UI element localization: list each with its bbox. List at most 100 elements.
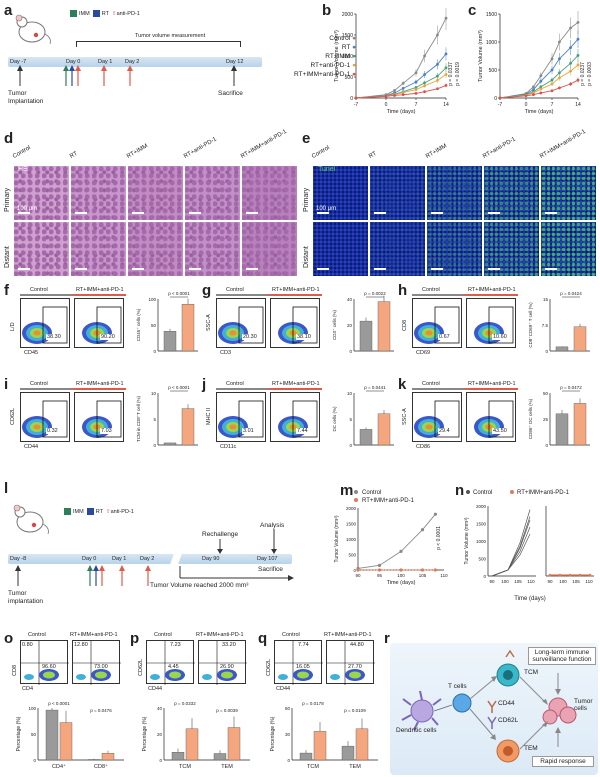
analysis-label: Analysis <box>260 522 285 529</box>
density-inner <box>43 671 55 679</box>
flow-density-plot <box>147 641 195 685</box>
data-point <box>420 568 425 572</box>
t-cell-icon <box>452 693 472 713</box>
bar <box>341 745 355 761</box>
e-group-4: RT+IMM+anti-PD-1 <box>539 128 587 160</box>
y-axis-label: Tumor Volume (mm³) <box>334 30 340 82</box>
y-axis-label: TCM in CD8⁺T cell (%) <box>136 395 141 442</box>
legend-apd1-label: anti-PD-1 <box>116 10 140 17</box>
scale-bar <box>545 268 557 270</box>
x-tick-label: 90 <box>489 579 495 584</box>
p-plot-0 <box>146 640 195 685</box>
day-a-4: Day 12 <box>226 59 244 65</box>
bar <box>213 753 227 761</box>
panel-letter-p: p <box>130 630 140 647</box>
flow-h-trt-label: RT+IMM+anti-PD-1 <box>468 287 516 293</box>
tumor-cells-icon <box>542 697 577 725</box>
x-tick-label: -7 <box>354 102 359 108</box>
d-group-3: RT+anti-PD-1 <box>183 136 218 160</box>
category-label: TCM <box>179 764 191 770</box>
data-point <box>354 96 358 100</box>
cd62l-receptor-icon <box>487 716 497 729</box>
panel-letter-k: k <box>398 376 407 393</box>
y-axis-label: Percentage (%) <box>270 716 276 751</box>
legend-b-2-dot: ● <box>352 53 356 60</box>
legend-rt-swatch <box>92 10 100 17</box>
dc-cell-icon <box>401 690 442 731</box>
y-tick-label: 60 <box>285 706 291 711</box>
y-axis-label: Percentage (%) <box>142 716 148 751</box>
y-tick-label: 0 <box>349 443 352 448</box>
e-grid-cell-0-4 <box>541 166 596 220</box>
y-tick-label: 100 <box>28 706 36 711</box>
p-value: p = 0.0022 <box>364 291 386 296</box>
d-grid-cell-1-2 <box>128 222 183 276</box>
data-point <box>568 573 572 577</box>
data-point <box>578 573 582 577</box>
flow-j-trt-label: RT+IMM+anti-PD-1 <box>272 381 320 387</box>
y-tick-label: 0 <box>545 443 548 448</box>
q-plot-0 <box>274 640 323 685</box>
flow-i-ctrl-label: Control <box>30 381 48 387</box>
timeline-a-bar <box>8 57 262 67</box>
y-tick-label: 0 <box>483 574 486 579</box>
e-grid-cell-1-3 <box>484 222 539 276</box>
o-value-a-1: 12.80 <box>74 642 88 648</box>
flow-f-group-bar <box>20 294 126 296</box>
legend-b-3-dot: ● <box>352 62 356 69</box>
flow-density-plot <box>22 306 68 344</box>
flow-density-plot <box>199 641 247 685</box>
scale-bar <box>189 212 201 214</box>
r-tcm-label: TCM <box>524 669 539 676</box>
bar-chart-j: 0 5 10 p = 0.0441 DC cells (%) <box>332 385 394 448</box>
p-x-label: CD44 <box>148 686 163 692</box>
flow-g-ctrl-label: Control <box>226 287 244 293</box>
y-tick-label: 50 <box>543 391 549 396</box>
flow-k-ctrl-label: Control <box>422 381 440 387</box>
bar-0 <box>555 413 569 446</box>
gate <box>96 400 122 438</box>
legend-b-4: RT+IMM+anti-PD-1 ● <box>272 70 356 79</box>
r-longterm-box: Long-term immune surveillance function <box>528 647 596 665</box>
density-side <box>24 674 34 680</box>
x-tick-label: 14 <box>443 102 449 108</box>
bar-1 <box>573 326 587 352</box>
data-point <box>399 568 403 572</box>
legend-rt-label: RT <box>101 10 109 17</box>
p-value: p = 0.0424 <box>560 291 582 296</box>
e-group-2: RT+IMM <box>425 143 448 160</box>
scale-bar <box>488 268 500 270</box>
r-tumor-label: Tumor cells <box>574 698 593 712</box>
scale-bar <box>75 212 87 214</box>
p-value-a-0: 7.23 <box>170 642 181 648</box>
y-axis-label: CD8⁺CD69⁺ T cell (%) <box>528 302 533 348</box>
measure-label: Tumor volume measurement <box>135 33 206 39</box>
analysis-arrow-icon <box>271 529 277 554</box>
series-line-0 <box>355 17 447 99</box>
legend-l: IMM RT ⇧anti-PD-1 <box>64 508 134 515</box>
legend-l-rt-label: RT <box>95 508 103 515</box>
density-inner <box>221 671 233 679</box>
panel-letter-j: j <box>202 376 207 393</box>
p-value-a-1: 33.20 <box>222 642 236 648</box>
legend-b-0-label: Control <box>329 35 351 42</box>
sacrifice-arrow-icon <box>231 65 237 86</box>
flow-density-plot <box>73 641 121 685</box>
flow-i-trt-label: RT+IMM+anti-PD-1 <box>76 381 124 387</box>
bar-0 <box>555 346 569 352</box>
data-point <box>532 85 535 89</box>
density-side <box>202 674 212 680</box>
flow-g-value-0: 20.30 <box>242 334 258 340</box>
flow-h-value-0: 0.67 <box>438 334 451 340</box>
panel-letter-h: h <box>398 282 408 299</box>
flow-f-plot-0 <box>20 298 70 348</box>
legend-b-0-dot: ● <box>352 35 356 42</box>
x-tick-label: 100 <box>397 573 405 578</box>
tunel-scale-label: 100 μm <box>316 206 337 212</box>
legend-b-4-dot: ● <box>352 71 356 78</box>
mouse-curve-5 <box>491 519 531 577</box>
bar-chart-q: 0 30 60 TCM TEM p = 0.0178 p = 0.0109 Percentag… <box>270 701 378 770</box>
scale-bar <box>132 212 144 214</box>
flow-j-value-0: 3.01 <box>242 428 255 434</box>
